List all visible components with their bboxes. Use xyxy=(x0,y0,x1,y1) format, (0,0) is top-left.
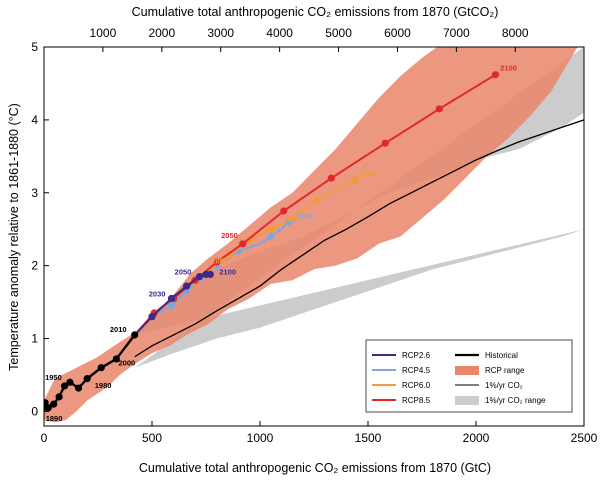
point-label-11: 2100 xyxy=(359,170,376,179)
series-3-point-8 xyxy=(435,105,443,113)
series-4-point-1 xyxy=(167,294,176,303)
x-tick-label-2: 1000 xyxy=(247,431,274,445)
x2-tick-label-3: 4000 xyxy=(266,26,293,40)
series-line-0 xyxy=(134,119,584,358)
series-4-point-3 xyxy=(195,272,204,281)
legend-label-6: 1%/yr CO₂ xyxy=(485,381,523,390)
ranges-layer xyxy=(44,47,584,423)
series-2-point-8 xyxy=(351,176,359,184)
point-label-5: 2030 xyxy=(149,289,166,298)
series-2-point-7 xyxy=(312,196,320,204)
plot-frame xyxy=(43,46,585,427)
series-5-point-1 xyxy=(44,404,52,412)
series-3-point-6 xyxy=(327,174,335,182)
series-3-point-7 xyxy=(381,139,389,147)
series-5-point-8 xyxy=(97,364,105,372)
x2-tick-label-4: 5000 xyxy=(325,26,352,40)
series-4-point-0 xyxy=(148,313,156,321)
series-5-point-3 xyxy=(55,393,63,401)
point-label-0: 1890 xyxy=(46,414,63,423)
annotation-layer: 1890 1950 1980 2000 2010 2030 2050 2100 2050 2050… xyxy=(45,63,517,423)
point-label-6: 2050 xyxy=(175,267,192,276)
legend-label-1: RCP4.5 xyxy=(402,366,431,375)
y-tick-label-2: 2 xyxy=(31,259,38,273)
series-5-point-6 xyxy=(74,384,83,392)
point-label-3: 2000 xyxy=(119,359,136,368)
axes-layer: 0 500 1000 1500 2000 2500 0 1 2 3 4 5 1000 2000 3000 40… xyxy=(31,26,597,445)
x-tick-label-5: 2500 xyxy=(571,431,598,445)
y-axis-title: Temperature anomaly relative to 1861-188… xyxy=(7,103,21,371)
series-3-point-4 xyxy=(239,240,247,248)
series-5-point-9 xyxy=(112,355,120,363)
legend-label-0: RCP2.6 xyxy=(402,351,431,360)
point-label-12: 2100 xyxy=(500,63,517,72)
series-3-point-9 xyxy=(491,71,500,79)
y-tick-label-3: 3 xyxy=(31,186,38,200)
point-label-1: 1950 xyxy=(45,373,62,382)
y-tick-label-0: 0 xyxy=(31,404,38,418)
point-label-10: 2100 xyxy=(296,211,313,220)
legend-swatch-5 xyxy=(455,366,479,375)
x2-tick-label-6: 7000 xyxy=(443,26,470,40)
x2-tick-label-7: 8000 xyxy=(502,26,529,40)
series-1-point-1 xyxy=(167,302,176,310)
series-2-point-3 xyxy=(226,251,234,259)
series-2-point-6 xyxy=(288,214,296,222)
legend-label-5: RCP range xyxy=(485,366,525,375)
legend: RCP2.6 RCP4.5 RCP6.0 RCP8.5 Historical RCP ra… xyxy=(365,339,573,413)
series-4-point-5 xyxy=(206,270,214,278)
x-axis-title: Cumulative total anthropogenic CO₂ emiss… xyxy=(139,461,491,475)
x-tick-label-4: 2000 xyxy=(463,431,490,445)
legend-swatch-7 xyxy=(455,396,479,405)
series-3-point-3 xyxy=(213,258,221,266)
range-band-1 xyxy=(44,47,578,423)
x2-tick-label-1: 2000 xyxy=(148,26,175,40)
legend-label-4: Historical xyxy=(485,351,518,360)
series-1-point-6 xyxy=(267,232,275,241)
series-5-point-5 xyxy=(66,378,74,386)
series-3-point-5 xyxy=(280,207,288,215)
point-label-8: 2050 xyxy=(221,231,238,240)
point-label-4: 2010 xyxy=(110,325,127,334)
point-label-9: 2050 xyxy=(211,256,228,265)
series-5-point-7 xyxy=(83,375,91,383)
x2-tick-label-5: 6000 xyxy=(384,26,411,40)
x2-tick-label-0: 1000 xyxy=(90,26,117,40)
top-axis-title: Cumulative total anthropogenic CO₂ emiss… xyxy=(132,5,499,19)
y-tick-label-4: 4 xyxy=(31,113,38,127)
legend-label-3: RCP8.5 xyxy=(402,396,431,405)
x2-tick-label-2: 3000 xyxy=(207,26,234,40)
x-tick-label-0: 0 xyxy=(41,431,48,445)
point-label-2: 1980 xyxy=(95,381,112,390)
x-tick-label-1: 500 xyxy=(142,431,162,445)
legend-label-7: 1%/yr CO₂ range xyxy=(485,396,546,405)
x-tick-label-3: 1500 xyxy=(355,431,382,445)
series-5-point-4 xyxy=(60,382,69,390)
y-tick-label-5: 5 xyxy=(31,40,38,54)
series-2-point-5 xyxy=(267,225,275,233)
point-label-7: 2100 xyxy=(219,267,236,276)
series-line-1 xyxy=(133,218,293,336)
series-5-point-10 xyxy=(131,331,139,339)
series-4-point-2 xyxy=(182,282,191,290)
legend-label-2: RCP6.0 xyxy=(402,381,431,390)
y-tick-label-1: 1 xyxy=(31,332,38,346)
series-layer xyxy=(44,71,584,412)
series-5-point-2 xyxy=(50,400,58,408)
